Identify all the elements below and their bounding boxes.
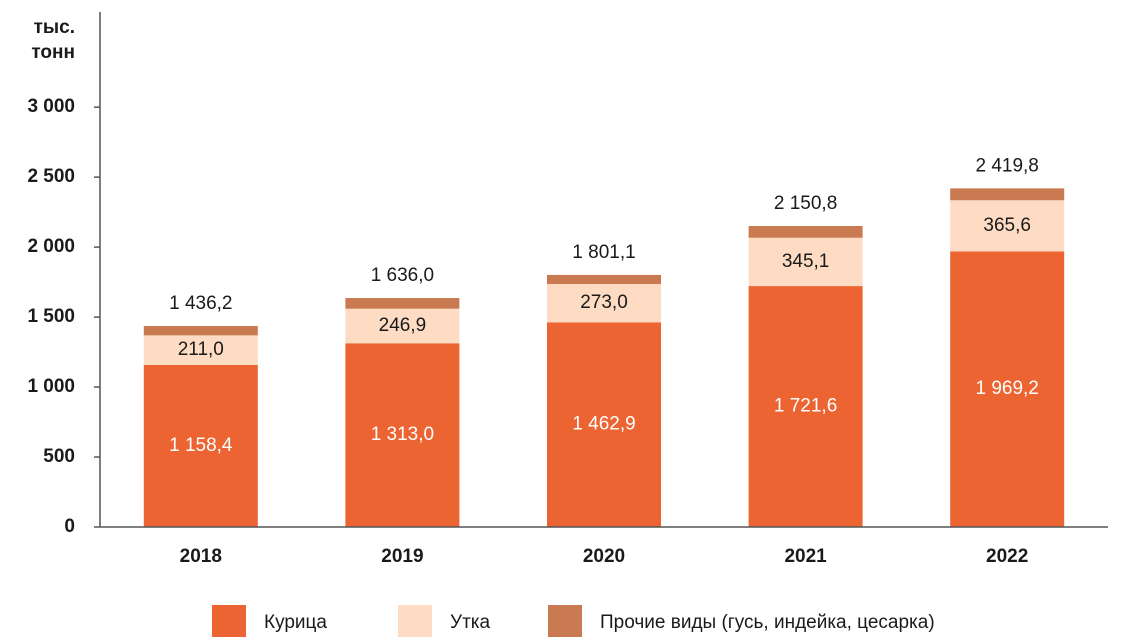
y-tick-label: 0 <box>64 516 75 537</box>
x-tick-label: 2018 <box>180 546 222 567</box>
bar-segment <box>547 322 661 527</box>
value-label: 1 313,0 <box>371 424 434 445</box>
y-axis-label: тыс. <box>34 17 75 38</box>
total-label: 1 636,0 <box>371 265 434 286</box>
bar-segment <box>547 274 661 285</box>
y-tick-label: 2 500 <box>27 166 75 187</box>
x-tick-label: 2021 <box>784 546 827 567</box>
y-axis-label: тонн <box>31 42 75 63</box>
bar-segment <box>143 364 258 527</box>
value-label: 246,9 <box>379 315 427 336</box>
value-label: 1 969,2 <box>975 378 1038 399</box>
legend-swatch <box>398 605 432 637</box>
legend-label: Прочие виды (гусь, индейка, цесарка) <box>600 612 935 633</box>
x-tick-label: 2022 <box>986 546 1028 567</box>
legend-swatch <box>548 605 582 637</box>
bar-segment <box>950 200 1065 252</box>
y-tick-label: 1 000 <box>27 376 75 397</box>
bar-segment <box>950 251 1065 528</box>
value-label: 1 462,9 <box>572 414 635 435</box>
bar-segment <box>547 284 661 323</box>
value-label: 211,0 <box>178 339 224 360</box>
legend-swatch <box>212 605 246 637</box>
y-tick-label: 1 500 <box>27 306 75 327</box>
y-tick-label: 500 <box>43 446 75 467</box>
value-label: 1 721,6 <box>774 396 837 417</box>
bar-segment <box>748 286 863 527</box>
x-tick-label: 2020 <box>583 546 625 567</box>
y-tick-label: 2 000 <box>27 236 75 257</box>
value-label: 1 158,4 <box>169 435 233 456</box>
total-label: 2 150,8 <box>774 193 837 214</box>
bar-segment <box>748 226 863 238</box>
total-label: 1 436,2 <box>169 293 232 314</box>
value-label: 273,0 <box>580 292 628 313</box>
bar-segment <box>345 308 460 344</box>
bar-segment <box>143 335 258 365</box>
x-tick-label: 2019 <box>381 546 423 567</box>
value-label: 365,6 <box>983 215 1031 236</box>
bar-segment <box>345 343 460 527</box>
bar-segment <box>143 326 258 336</box>
bar-segment <box>950 188 1065 201</box>
bar-segment <box>345 298 460 309</box>
bar-segment <box>748 237 863 287</box>
total-label: 2 419,8 <box>975 155 1038 176</box>
y-tick-label: 3 000 <box>27 96 75 117</box>
legend-label: Утка <box>450 612 491 633</box>
value-label: 345,1 <box>782 251 830 272</box>
total-label: 1 801,1 <box>572 242 635 263</box>
legend-label: Курица <box>264 612 327 633</box>
